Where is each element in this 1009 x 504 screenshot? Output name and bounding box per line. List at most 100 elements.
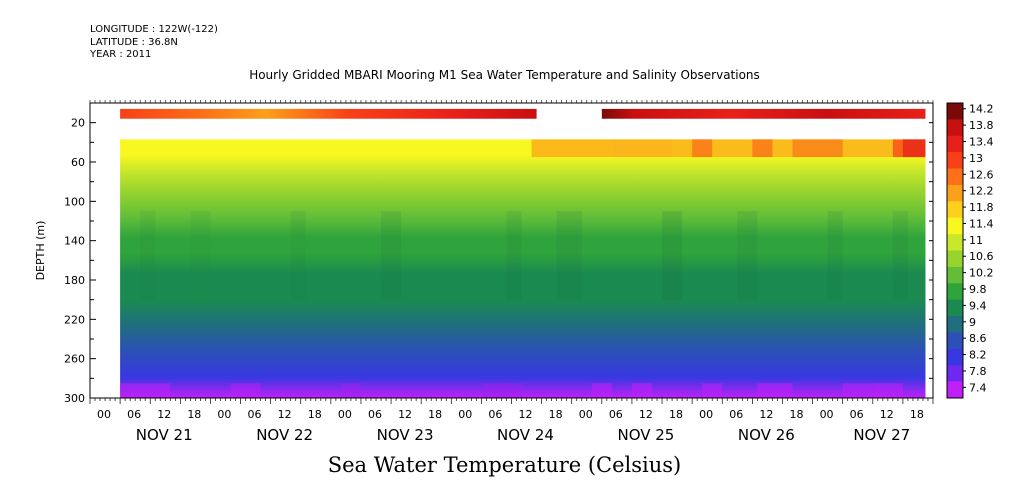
colorbar-swatch: [947, 299, 963, 317]
x-tick-label: 18: [549, 408, 563, 421]
colorbar-label: 11: [969, 234, 983, 247]
x-day-label: NOV 25: [617, 426, 674, 444]
x-tick-label: 18: [669, 408, 683, 421]
colorbar-label: 8.2: [969, 349, 987, 362]
temperature-band: [892, 211, 908, 300]
x-tick-label: 12: [519, 408, 533, 421]
x-tick-label: 12: [278, 408, 292, 421]
y-axis-label: DEPTH (m): [34, 221, 47, 281]
x-tick-label: 18: [187, 408, 201, 421]
colorbar-label: 13.8: [969, 119, 994, 132]
cold-patch: [340, 383, 361, 398]
cold-patch: [757, 383, 793, 398]
colorbar-label: 7.8: [969, 365, 987, 378]
x-tick-label: 12: [398, 408, 412, 421]
surface-layer-left: [120, 108, 537, 119]
x-tick-label: 12: [880, 408, 894, 421]
colorbar-swatch: [947, 168, 963, 186]
x-tick-label: 06: [609, 408, 623, 421]
colorbar-label: 11.8: [969, 201, 994, 214]
cold-patch: [591, 383, 612, 398]
temperature-field: [120, 139, 926, 398]
colorbar-label: 13: [969, 152, 983, 165]
cold-patch: [230, 383, 261, 398]
colorbar-label: 9: [969, 316, 976, 329]
colorbar-swatch: [947, 283, 963, 300]
temperature-band: [140, 211, 156, 300]
temperature-band: [290, 211, 306, 300]
colorbar-frame: [946, 102, 964, 399]
x-day-label: NOV 23: [377, 426, 434, 444]
colorbar-swatch: [947, 365, 963, 382]
x-tick-label: 06: [488, 408, 502, 421]
x-tick-label: 00: [338, 408, 352, 421]
colorbar-swatch: [947, 234, 963, 251]
x-tick-label: 18: [910, 408, 924, 421]
colorbar-swatch: [947, 316, 963, 333]
colorbar-label: 14.2: [969, 103, 994, 116]
warm-patch: [692, 139, 713, 158]
temperature-band: [737, 211, 758, 300]
x-day-label: NOV 27: [853, 426, 910, 444]
colorbar-label: 7.4: [969, 381, 987, 394]
colorbar-swatch: [947, 201, 963, 219]
colorbar-swatch: [947, 217, 963, 235]
cold-patch: [702, 383, 723, 398]
colorbar-swatch: [947, 250, 963, 268]
y-tick-label: 220: [64, 313, 85, 326]
colorbar-label: 12.2: [969, 185, 994, 198]
temperature-band: [827, 211, 843, 300]
colorbar-label: 11.4: [969, 217, 994, 230]
x-tick-label: 06: [248, 408, 262, 421]
temperature-band: [381, 211, 402, 300]
mooring-info: LONGITUDE : 122W(-122) LATITUDE : 36.8N …: [90, 24, 218, 62]
colorbar-label: 10.6: [969, 250, 994, 263]
cold-patch: [842, 383, 873, 398]
x-day-label: NOV 22: [256, 426, 313, 444]
x-tick-label: 06: [850, 408, 864, 421]
warm-patch: [531, 139, 612, 158]
x-tick-label: 00: [820, 408, 834, 421]
temperature-band: [556, 211, 582, 300]
x-tick-label: 18: [428, 408, 442, 421]
x-tick-label: 00: [699, 408, 713, 421]
temperature-band: [506, 211, 522, 300]
cold-patch: [481, 383, 522, 398]
cold-patch: [631, 383, 652, 398]
colorbar-label: 10.2: [969, 267, 994, 280]
colorbar-swatch: [947, 266, 963, 284]
colorbar-swatch: [947, 348, 963, 366]
temperature-band: [190, 211, 211, 300]
x-tick-label: 18: [308, 408, 322, 421]
y-tick-label: 20: [71, 117, 85, 130]
colorbar-swatch: [947, 152, 963, 169]
x-day-label: NOV 21: [136, 426, 193, 444]
y-tick-label: 140: [64, 235, 85, 248]
colorbar-label: 12.6: [969, 168, 994, 181]
warm-patch: [611, 139, 673, 158]
colorbar-swatch: [947, 103, 963, 120]
x-tick-label: 12: [759, 408, 773, 421]
year-label: YEAR : 2011: [90, 49, 152, 60]
y-tick-label: 300: [64, 392, 85, 405]
x-tick-label: 12: [157, 408, 171, 421]
x-tick-label: 06: [729, 408, 743, 421]
y-tick-label: 60: [71, 156, 85, 169]
x-tick-label: 00: [579, 408, 593, 421]
longitude-label: LONGITUDE : 122W(-122): [90, 24, 218, 35]
colorbar-label: 9.4: [969, 299, 987, 312]
x-day-label: NOV 26: [738, 426, 795, 444]
variable-title: Sea Water Temperature (Celsius): [327, 453, 682, 477]
x-day-label: NOV 24: [497, 426, 554, 444]
x-tick-label: 18: [789, 408, 803, 421]
y-tick-label: 100: [64, 195, 85, 208]
warm-patch: [902, 139, 926, 158]
x-tick-label: 06: [368, 408, 382, 421]
temperature-band: [662, 211, 683, 300]
x-tick-label: 06: [127, 408, 141, 421]
warm-patch: [752, 139, 773, 158]
warm-patch: [792, 139, 843, 158]
colorbar-swatch: [947, 381, 963, 399]
cold-patch: [120, 383, 171, 398]
chart-title: Hourly Gridded MBARI Mooring M1 Sea Wate…: [249, 68, 760, 82]
